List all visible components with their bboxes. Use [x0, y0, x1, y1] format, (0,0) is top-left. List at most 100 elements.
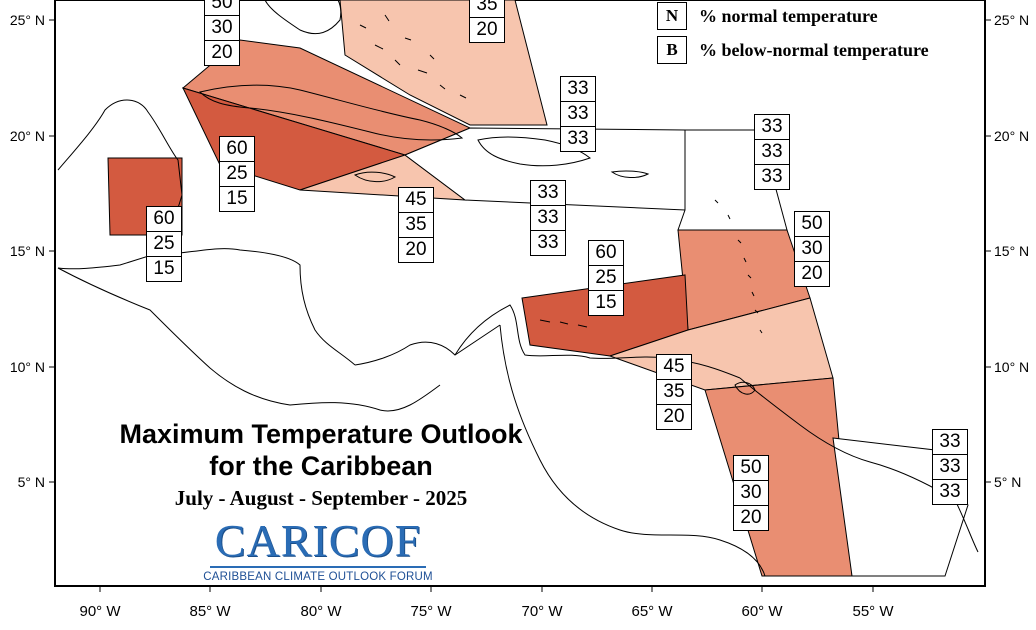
abc-islands	[539, 319, 588, 328]
map-frame	[54, 0, 986, 587]
prob-above: 45	[399, 188, 433, 213]
lesser-antilles	[714, 199, 763, 334]
prob-box-jamaica: 45 35 20	[398, 187, 434, 263]
prob-box-abc: 60 25 15	[588, 240, 624, 316]
cuba-coast	[199, 84, 464, 141]
prob-box-belize: 60 25 15	[146, 206, 182, 282]
latitude-axis	[49, 19, 991, 483]
puerto-rico-coast	[610, 170, 650, 178]
guiana-coast	[739, 377, 979, 553]
prob-normal: 30	[205, 16, 239, 41]
panama-coast	[354, 324, 501, 366]
prob-normal: 33	[755, 140, 789, 165]
prob-normal: 33	[531, 206, 565, 231]
jamaica-coast	[353, 171, 397, 183]
prob-below: 20	[801, 263, 823, 284]
legend-normal: N % normal temperature	[657, 2, 878, 30]
prob-above: 50	[734, 456, 768, 481]
legend-key-normal: N	[657, 2, 687, 30]
longitude-labels: 90° W 85° W 80° W 75° W 70° W 65° W 60° …	[79, 603, 894, 620]
prob-below: 20	[663, 406, 685, 427]
prob-above: 33	[561, 77, 595, 102]
prob-normal: 30	[795, 237, 829, 262]
prob-above: 33	[933, 430, 967, 455]
lon-label-55: 55° W	[852, 603, 894, 620]
longitude-axis	[99, 586, 874, 592]
lat-label-25-left: 25° N	[10, 12, 45, 28]
lat-label-20-right: 20° N	[994, 128, 1029, 144]
forecast-period: July - August - September - 2025	[174, 486, 468, 510]
prob-above: 60	[220, 137, 254, 162]
lon-label-75: 75° W	[410, 603, 452, 620]
prob-normal: 25	[147, 232, 181, 257]
prob-normal: 35	[470, 0, 504, 18]
zone-guyana-polygon	[704, 377, 853, 577]
prob-below: 20	[211, 42, 233, 63]
prob-below: 15	[595, 292, 617, 313]
prob-above: 60	[147, 207, 181, 232]
logo-tagline: CARIBBEAN CLIMATE OUTLOOK FORUM	[203, 571, 433, 583]
bahamas-islands	[359, 14, 467, 99]
title-block: Maximum Temperature Outlook for the Cari…	[60, 418, 582, 511]
florida-coast	[264, 0, 342, 35]
legend-label-normal: % normal temperature	[699, 5, 878, 26]
prob-normal: 33	[561, 102, 595, 127]
map-title-line2: for the Caribbean	[209, 451, 433, 481]
latitude-labels-right: 25° N 20° N 15° N 10° N 5° N	[994, 12, 1029, 490]
lon-label-85: 85° W	[189, 603, 231, 620]
forecast-regions	[107, 0, 969, 577]
legend-key-below: B	[657, 36, 687, 64]
lat-label-5-left: 5° N	[18, 474, 45, 490]
prob-box-cuba: 60 25 15	[219, 136, 255, 212]
prob-normal: 25	[589, 266, 623, 291]
prob-below: 20	[740, 507, 762, 528]
prob-above: 33	[755, 115, 789, 140]
lat-label-15-left: 15° N	[10, 243, 45, 259]
latitude-labels-left: 25° N 20° N 15° N 10° N 5° N	[10, 12, 45, 490]
central-america-coast	[57, 99, 183, 270]
lon-label-65: 65° W	[631, 603, 673, 620]
prob-box-guyana: 50 30 20	[733, 455, 769, 531]
legend-label-below: % below-normal temperature	[699, 39, 929, 60]
lon-label-60: 60° W	[741, 603, 783, 620]
lat-label-15-right: 15° N	[994, 243, 1029, 259]
prob-box-trinidad: 45 35 20	[656, 354, 692, 430]
lat-label-10-left: 10° N	[10, 359, 45, 375]
prob-below: 33	[537, 232, 559, 253]
prob-box-top-left: 50 30 20	[204, 0, 240, 66]
prob-above: 45	[657, 355, 691, 380]
prob-box-french-guiana: 33 33 33	[932, 429, 968, 505]
logo-rule	[210, 566, 426, 568]
lat-label-10-right: 10° N	[994, 359, 1029, 375]
caricof-logo: CARICOF CARIBBEAN CLIMATE OUTLOOK FORUM	[202, 515, 434, 584]
prob-normal: 25	[220, 162, 254, 187]
prob-below: 20	[476, 19, 498, 40]
lon-label-80: 80° W	[300, 603, 342, 620]
lon-label-90: 90° W	[79, 603, 121, 620]
prob-normal: 30	[734, 481, 768, 506]
prob-below: 15	[226, 188, 248, 209]
prob-below: 33	[567, 128, 589, 149]
prob-normal: 35	[399, 213, 433, 238]
prob-box-leeward-south: 50 30 20	[794, 211, 830, 287]
logo-wordmark: CARICOF	[214, 515, 422, 566]
prob-above: 50	[795, 212, 829, 237]
trinidad-coast	[734, 381, 756, 395]
prob-below: 15	[153, 258, 175, 279]
legend-below: B % below-normal temperature	[657, 36, 929, 64]
lon-label-70: 70° W	[521, 603, 563, 620]
prob-normal: 35	[657, 380, 691, 405]
map-title-line1: Maximum Temperature Outlook	[119, 419, 523, 449]
prob-box-bahamas: 35 20	[469, 0, 505, 43]
prob-above: 33	[531, 181, 565, 206]
prob-box-leeward-north: 33 33 33	[754, 114, 790, 190]
prob-box-hispaniola: 33 33 33	[560, 76, 596, 152]
coastlines	[57, 0, 979, 577]
lat-label-25-right: 25° N	[994, 12, 1029, 28]
hispaniola-coast	[477, 136, 592, 167]
prob-below: 20	[405, 239, 427, 260]
lat-label-20-left: 20° N	[10, 128, 45, 144]
venezuela-interior	[499, 324, 766, 577]
prob-below: 33	[761, 166, 783, 187]
